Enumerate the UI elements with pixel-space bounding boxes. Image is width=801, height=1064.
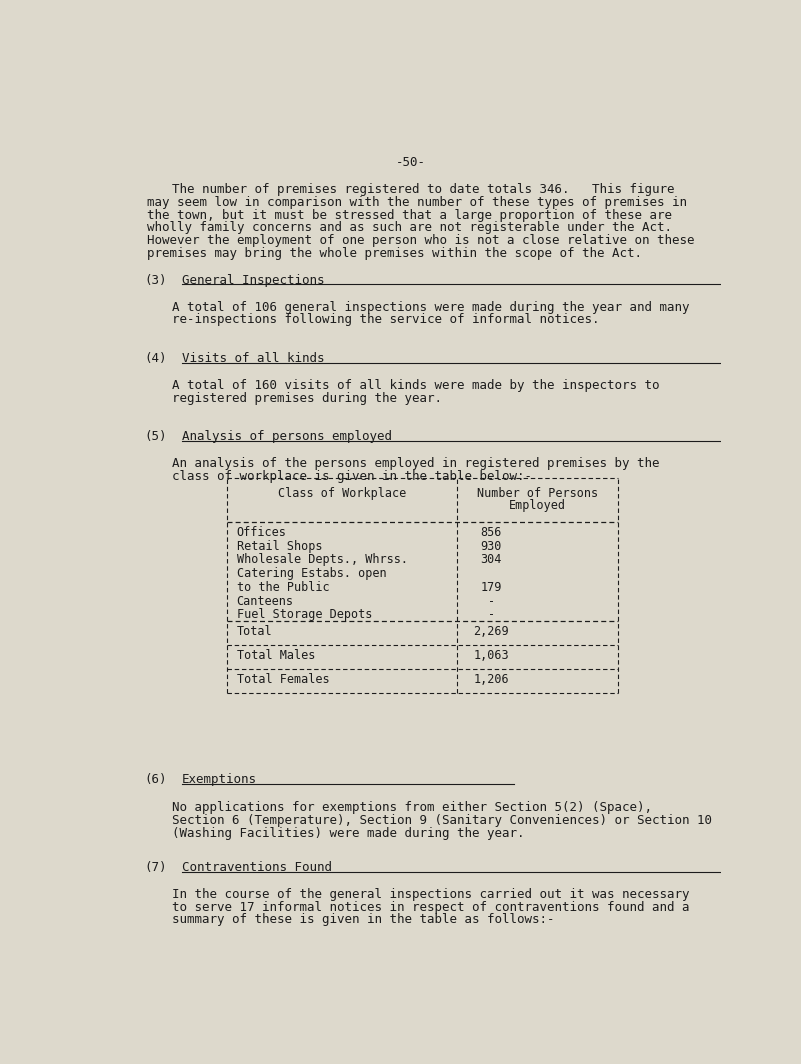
Text: An analysis of the persons employed in registered premises by the: An analysis of the persons employed in r… (171, 458, 659, 470)
Text: (3): (3) (145, 273, 167, 286)
Text: may seem low in comparison with the number of these types of premises in: may seem low in comparison with the numb… (147, 196, 686, 210)
Text: class of workplace is given in the table below:-: class of workplace is given in the table… (171, 469, 532, 483)
Text: 856: 856 (481, 526, 502, 538)
Text: Exemptions: Exemptions (182, 774, 257, 786)
Text: to serve 17 informal notices in respect of contraventions found and a: to serve 17 informal notices in respect … (171, 900, 689, 914)
Text: However the employment of one person who is not a close relative on these: However the employment of one person who… (147, 234, 694, 247)
Text: (4): (4) (145, 352, 167, 365)
Text: Employed: Employed (509, 499, 566, 512)
Text: premises may bring the whole premises within the scope of the Act.: premises may bring the whole premises wi… (147, 247, 642, 260)
Text: Class of Workplace: Class of Workplace (278, 486, 406, 499)
Text: Fuel Storage Depots: Fuel Storage Depots (237, 609, 372, 621)
Text: Wholesale Depts., Whrss.: Wholesale Depts., Whrss. (237, 553, 408, 566)
Text: -: - (488, 595, 495, 608)
Text: (7): (7) (145, 861, 167, 874)
Text: Section 6 (Temperature), Section 9 (Sanitary Conveniences) or Section 10: Section 6 (Temperature), Section 9 (Sani… (171, 814, 711, 827)
Text: wholly family concerns and as such are not registerable under the Act.: wholly family concerns and as such are n… (147, 221, 672, 234)
Text: Total: Total (237, 626, 272, 638)
Text: 1,206: 1,206 (473, 674, 509, 686)
Text: Catering Estabs. open: Catering Estabs. open (237, 567, 386, 580)
Text: to the Public: to the Public (237, 581, 329, 594)
Text: the town, but it must be stressed that a large proportion of these are: the town, but it must be stressed that a… (147, 209, 672, 221)
Text: Total Males: Total Males (237, 649, 315, 662)
Text: Retail Shops: Retail Shops (237, 539, 322, 552)
Text: In the course of the general inspections carried out it was necessary: In the course of the general inspections… (171, 888, 689, 901)
Text: The number of premises registered to date totals 346.   This figure: The number of premises registered to dat… (171, 183, 674, 197)
Text: registered premises during the year.: registered premises during the year. (171, 392, 441, 405)
Text: General Inspections: General Inspections (182, 273, 324, 286)
Text: 1,063: 1,063 (473, 649, 509, 662)
Text: 304: 304 (481, 553, 502, 566)
Text: Contraventions Found: Contraventions Found (182, 861, 332, 874)
Text: A total of 160 visits of all kinds were made by the inspectors to: A total of 160 visits of all kinds were … (171, 379, 659, 393)
Text: No applications for exemptions from either Section 5(2) (Space),: No applications for exemptions from eith… (171, 801, 651, 814)
Text: Canteens: Canteens (237, 595, 294, 608)
Text: (5): (5) (145, 430, 167, 443)
Text: Offices: Offices (237, 526, 287, 538)
Text: -50-: -50- (396, 155, 425, 168)
Text: A total of 106 general inspections were made during the year and many: A total of 106 general inspections were … (171, 300, 689, 314)
Text: (Washing Facilities) were made during the year.: (Washing Facilities) were made during th… (171, 827, 524, 839)
Text: Analysis of persons employed: Analysis of persons employed (182, 430, 392, 443)
Text: (6): (6) (145, 774, 167, 786)
Text: 179: 179 (481, 581, 502, 594)
Text: re-inspections following the service of informal notices.: re-inspections following the service of … (171, 313, 599, 327)
Text: Visits of all kinds: Visits of all kinds (182, 352, 324, 365)
Text: -: - (488, 609, 495, 621)
Text: 2,269: 2,269 (473, 626, 509, 638)
Text: Number of Persons: Number of Persons (477, 486, 598, 499)
Text: Total Females: Total Females (237, 674, 329, 686)
Text: summary of these is given in the table as follows:-: summary of these is given in the table a… (171, 913, 554, 927)
Text: 930: 930 (481, 539, 502, 552)
